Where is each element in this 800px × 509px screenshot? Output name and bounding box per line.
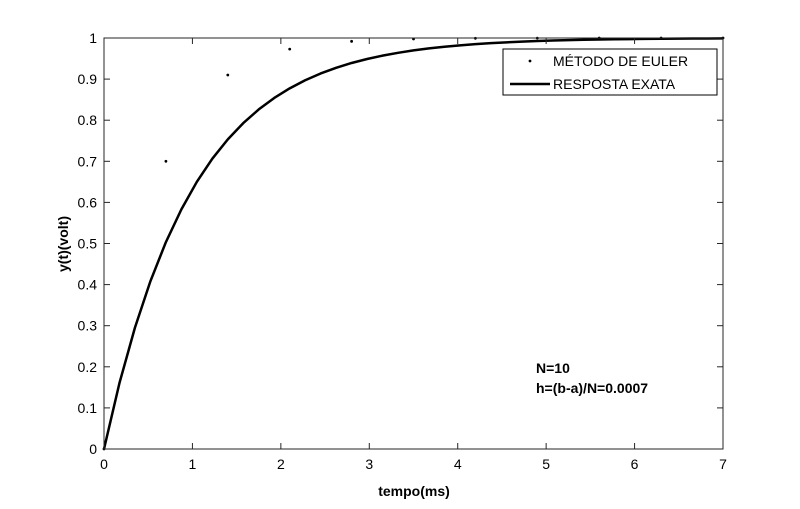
x-tick-label: 2 (277, 456, 285, 472)
y-tick-label: 1 (89, 30, 97, 46)
data-point-euler (288, 47, 292, 51)
y-tick-label: 0.6 (78, 194, 98, 210)
legend-box (502, 48, 718, 96)
x-tick-label: 4 (454, 456, 462, 472)
y-tick-label: 0.7 (78, 153, 98, 169)
x-axis-ticks: 0 1 2 3 4 5 6 7 (100, 38, 727, 472)
y-tick-label: 0 (89, 441, 97, 457)
y-tick-label: 0.3 (78, 318, 98, 334)
y-tick-label: 0.2 (78, 359, 98, 375)
x-tick-label: 0 (100, 456, 108, 472)
x-tick-label: 3 (365, 456, 373, 472)
x-tick-label: 5 (542, 456, 550, 472)
x-tick-label: 6 (631, 456, 639, 472)
y-tick-label: 0.9 (78, 71, 98, 87)
x-tick-label: 1 (189, 456, 197, 472)
y-tick-label: 0.5 (78, 236, 98, 252)
data-point-euler (226, 73, 230, 77)
y-tick-label: 0.8 (78, 112, 98, 128)
annotation-h: h=(b-a)/N=0.0007 (536, 380, 648, 396)
y-tick-label: 0.1 (78, 400, 98, 416)
legend-label-exact: RESPOSTA EXATA (553, 76, 676, 92)
plot-area (104, 38, 723, 449)
legend: MÉTODO DE EULER RESPOSTA EXATA (502, 48, 718, 96)
data-point-euler (164, 159, 168, 163)
series-line-exact (102, 37, 724, 450)
y-axis-ticks: 0 0.1 0.2 0.3 0.4 0.5 0.6 0.7 0.8 0.9 1 (78, 30, 723, 457)
y-axis-title: y(t)(volt) (55, 216, 71, 272)
legend-marker-euler (528, 59, 532, 63)
data-point-euler (350, 39, 353, 43)
x-axis-title: tempo(ms) (378, 483, 450, 499)
legend-label-euler: MÉTODO DE EULER (553, 53, 688, 69)
annotation-n: N=10 (536, 360, 570, 376)
y-tick-label: 0.4 (78, 277, 98, 293)
x-tick-label: 7 (719, 456, 727, 472)
